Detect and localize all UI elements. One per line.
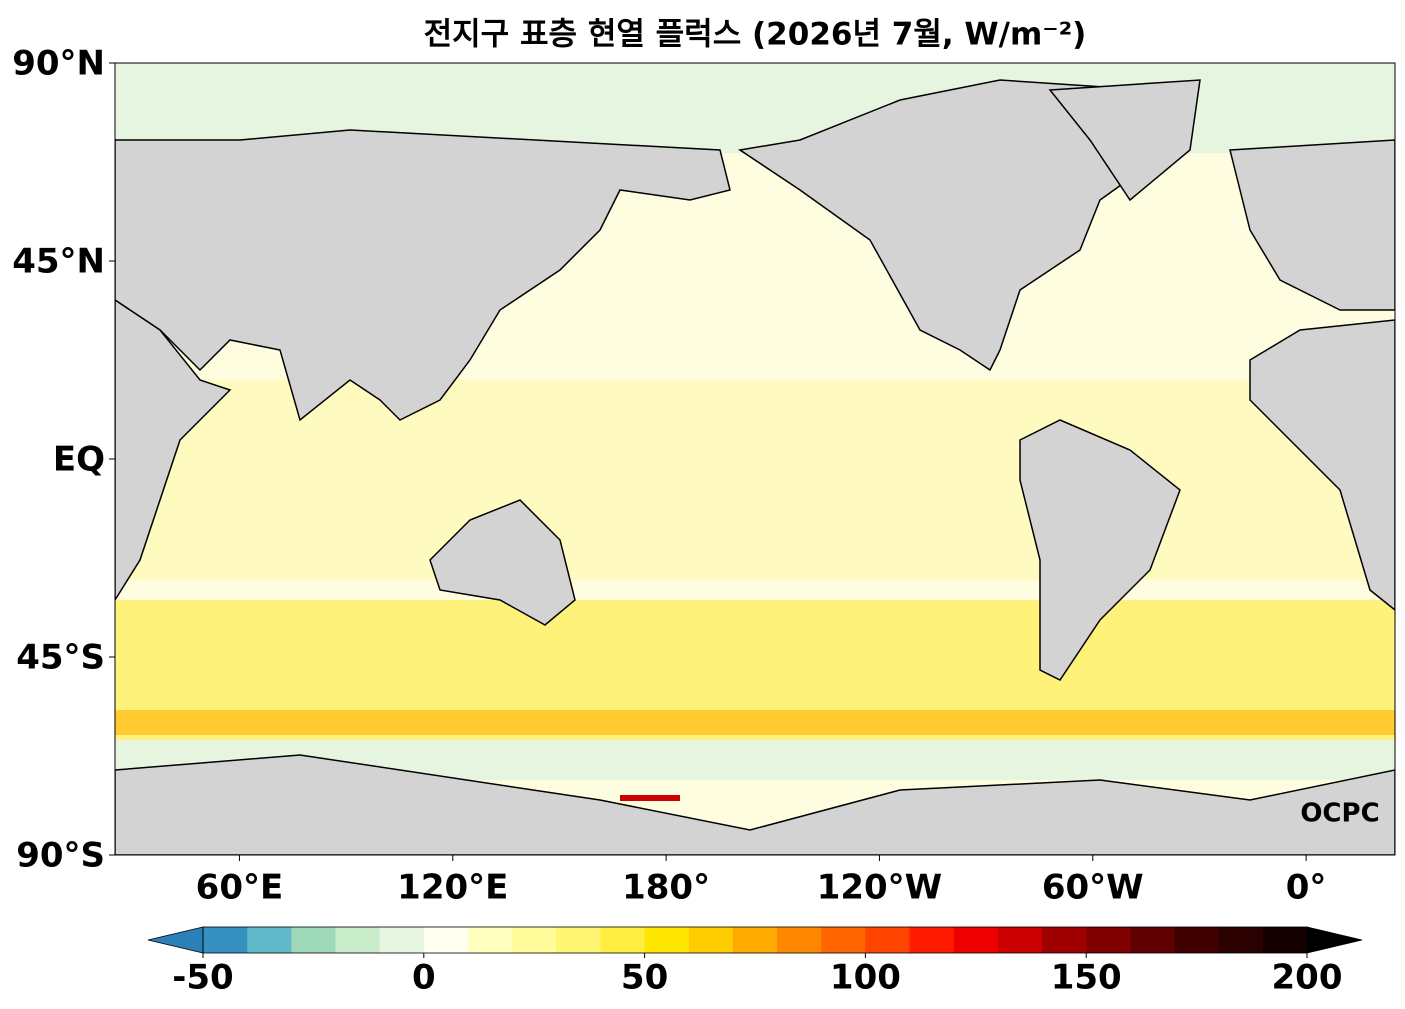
x-tick-label: 0°	[1286, 868, 1327, 908]
colorbar-bin	[203, 927, 248, 953]
colorbar-bin	[732, 927, 778, 953]
colorbar-bin	[512, 927, 557, 953]
x-tick-label: 120°W	[817, 868, 942, 908]
x-tick-label: 60°E	[196, 868, 284, 908]
colorbar-tick-label: -50	[172, 958, 233, 998]
colorbar-bin	[865, 927, 911, 953]
y-tick-label: EQ	[53, 440, 105, 480]
x-tick-label: 120°E	[397, 868, 508, 908]
colorbar-bin	[644, 927, 690, 953]
colorbar-bin	[1262, 927, 1308, 953]
colorbar-bin	[335, 927, 381, 953]
y-tick-label: 90°N	[12, 44, 105, 84]
colorbar-bin	[467, 927, 513, 953]
colorbar-bin	[379, 927, 425, 953]
colorbar-tick-label: 150	[1051, 958, 1122, 998]
colorbar-bin	[997, 927, 1043, 953]
y-tick-label: 45°N	[12, 242, 105, 282]
colorbar-bin	[291, 927, 336, 953]
colorbar-frame	[202, 926, 1308, 954]
colorbar-bin	[821, 927, 866, 953]
colorbar-tick-label: 200	[1272, 958, 1343, 998]
colorbar-bin	[423, 927, 469, 953]
map-title: 전지구 표층 현열 플럭스 (2026년 7월, W/m⁻²)	[424, 17, 1087, 53]
southern-core	[115, 710, 1395, 735]
colorbar-bin	[688, 927, 734, 953]
colorbar-bin	[600, 927, 646, 953]
y-tick-label: 45°S	[16, 638, 105, 678]
map: OCPC	[115, 63, 1395, 855]
colorbar-bin	[1218, 927, 1264, 953]
land	[115, 79, 1395, 855]
colorbar-bin	[247, 927, 292, 953]
colorbar-over	[1306, 926, 1363, 954]
tropical-field	[115, 380, 1395, 580]
x-tick-label: 180°	[622, 868, 710, 908]
x-tick-label: 60°W	[1042, 868, 1144, 908]
colorbar-tick-label: 0	[412, 958, 436, 998]
colorbar-bin	[1086, 927, 1131, 953]
colorbar-tick-label: 100	[830, 958, 901, 998]
colorbar-bin	[1042, 927, 1087, 953]
colorbar-bin	[909, 927, 955, 953]
colorbar-tick-label: 50	[621, 958, 668, 998]
y-tick-label: 90°S	[16, 836, 105, 876]
colorbar-bin	[556, 927, 601, 953]
colorbar-bin	[777, 927, 822, 953]
colorbar-under	[147, 926, 204, 954]
colorbar-bin	[1174, 927, 1220, 953]
logo: OCPC	[1300, 799, 1379, 829]
colorbar-bin	[953, 927, 999, 953]
colorbar-bin	[1130, 927, 1176, 953]
ross-hotspot	[620, 795, 680, 801]
